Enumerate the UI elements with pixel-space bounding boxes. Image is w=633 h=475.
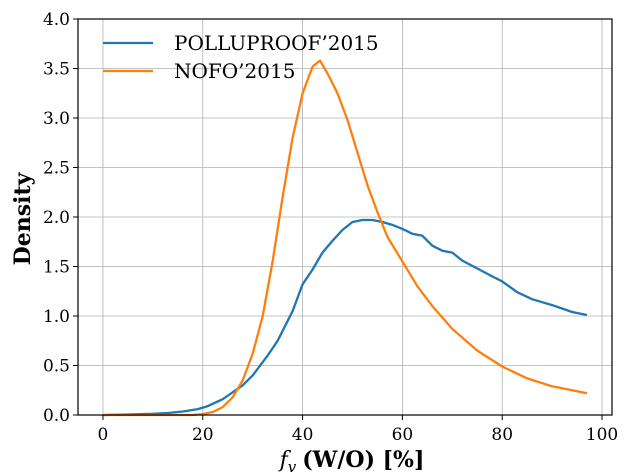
legend-label-0: POLLUPROOF’2015 [174,31,379,55]
x-tick-label: 60 [392,425,414,445]
x-tick-label: 0 [98,425,109,445]
x-tick-label: 80 [491,425,513,445]
y-tick-label: 2.0 [43,208,70,228]
series-lines [102,59,588,417]
x-axis-label: fv (W/O) [%] [278,447,425,475]
y-tick-label: 0.5 [43,357,70,377]
series-line-1 [103,59,588,417]
y-tick-label: 0.0 [43,406,70,426]
x-axis-subscript: v [288,458,297,475]
x-tick-label: 20 [192,425,214,445]
y-tick-label: 4.0 [43,10,70,30]
series-line-0 [102,218,588,417]
legend-label-1: NOFO’2015 [174,59,295,83]
y-tick-label: 1.5 [43,258,70,278]
y-tick-label: 3.5 [43,60,70,80]
legend: POLLUPROOF’2015 NOFO’2015 [103,31,379,83]
y-tick-label: 2.5 [43,159,70,179]
x-tick-label: 40 [292,425,314,445]
y-axis-label: Density [10,171,36,265]
axis-ticks: 0 20 40 60 80 100 0.0 0.5 1.0 1.5 2.0 2.5 3.0 3.5 4.0 [43,10,618,445]
y-tick-label: 1.0 [43,307,70,327]
x-tick-label: 100 [586,425,618,445]
x-axis-rest: (W/O) [%] [302,447,424,473]
y-tick-label: 3.0 [43,109,70,129]
grid-lines [78,18,612,416]
